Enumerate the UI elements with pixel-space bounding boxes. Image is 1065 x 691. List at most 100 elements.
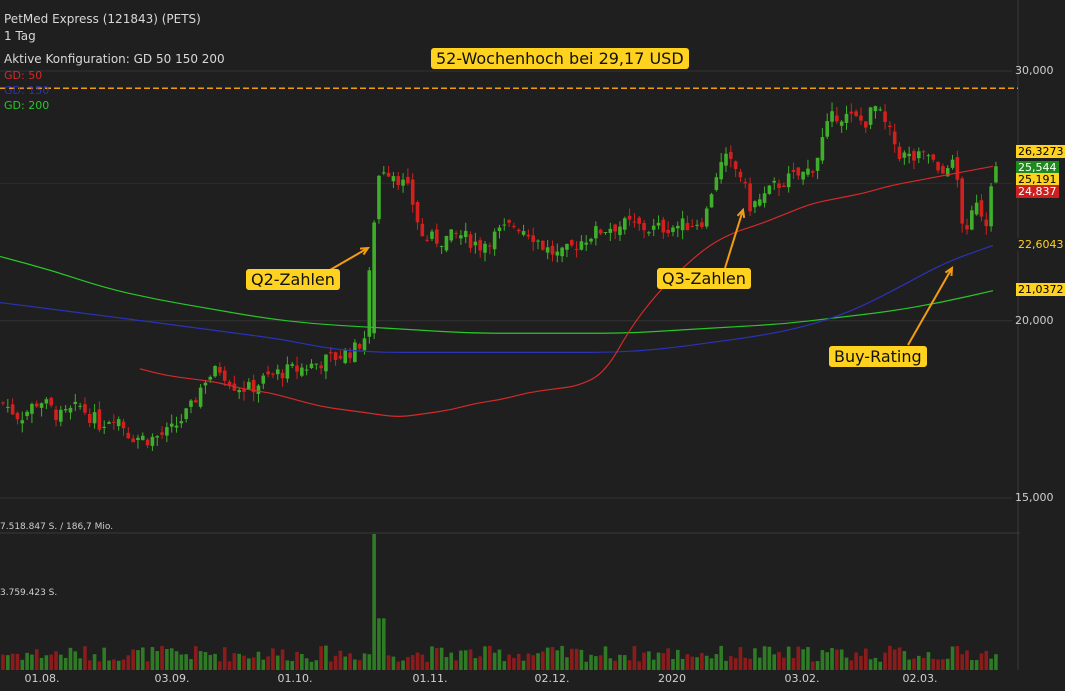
candle-body [565,243,569,250]
volume-bar [145,661,150,670]
candle-body [642,223,646,231]
volume-bar [338,650,343,670]
candle-body [555,251,560,256]
candle-body [198,387,203,407]
annotation-q2: Q2-Zahlen [246,269,340,290]
candle-body [690,226,695,228]
volume-bar [743,657,748,670]
candle-body [251,379,256,393]
volume-max-label: 7.518.847 S. / 186,7 Mio. [0,522,114,532]
volume-bar [950,646,955,670]
volume-bar [275,655,280,670]
volume-bar [516,653,521,670]
volume-bar [203,652,208,670]
volume-bar [676,649,680,670]
volume-bar [377,618,381,670]
candle-body [984,219,989,227]
volume-bar [497,649,502,670]
volume-bar [651,659,656,670]
candle-body [386,172,391,177]
x-tick: 01.10. [277,672,313,685]
candle-body [377,175,381,220]
candle-body [285,364,290,379]
volume-bar [357,660,362,670]
legend-gd50: GD: 50 [4,69,43,82]
volume-bar [680,658,685,670]
volume-bar [309,661,314,670]
candle-body [806,168,810,175]
volume-bar [10,653,15,670]
candle-body [25,411,29,417]
candle-body [449,229,454,241]
volume-bar [92,654,97,670]
volume-bar [729,656,733,670]
candle-body [203,382,208,386]
volume-bar [459,650,463,670]
candle-body [835,115,839,122]
candle-body [748,183,752,212]
candle-body [989,186,993,227]
candle-body [632,221,637,223]
candle-body [516,229,521,232]
volume-bar [507,654,511,670]
volume-bar [565,657,569,670]
volume-bar [372,534,376,670]
volume-bar [242,655,246,670]
candle-body [415,201,420,223]
x-tick: 2020 [658,672,686,685]
volume-bar [902,651,907,670]
candle-body [931,154,936,160]
volume-bar [430,646,434,670]
candle-body [579,241,584,250]
volume-bar [218,661,222,670]
y-tick-15: 15,000 [1015,491,1054,504]
candle-body [179,421,184,424]
candle-body [753,201,757,208]
candle-body [97,409,102,430]
candle-body [39,403,44,408]
chart-title: PetMed Express (121843) (PETS) [4,12,201,26]
candle-body [521,231,526,235]
candle-body [902,152,907,158]
volume-bar [348,653,352,670]
candle-body [724,153,728,166]
x-tick: 03.09. [154,672,190,685]
candle-body [936,161,940,171]
volume-bar [271,648,275,670]
volume-bar [719,645,723,670]
volume-bar [762,646,767,670]
candle-body [275,369,280,375]
volume-bar [449,652,454,670]
annotation-q3: Q3-Zahlen [657,268,751,289]
volume-bar [488,645,492,670]
volume-bar [695,657,699,670]
candle-body [647,232,651,234]
volume-bar [550,647,555,670]
x-tick: 02.03. [902,672,938,685]
price-tag: 24,837 [1016,185,1059,198]
volume-bar [878,661,883,670]
candle-body [598,229,603,234]
candle-body [685,222,690,231]
candle-body [849,111,854,114]
candle-body [979,200,984,217]
volume-bar [767,646,772,670]
candle-body [820,137,825,161]
candle-body [304,369,309,371]
volume-bar [213,653,217,670]
candle-body [531,235,535,242]
candle-body [888,125,892,128]
candle-body [603,232,608,234]
candle-body [338,355,343,359]
price-tag: 21,0372 [1016,283,1065,296]
candle-body [608,228,613,233]
candle-body [892,131,897,145]
volume-bar [584,661,589,670]
candle-body [743,181,748,184]
volume-bar [647,651,651,670]
volume-bar [184,654,188,670]
candle-body [59,409,63,422]
volume-bar [54,651,58,670]
candle-body [661,219,666,233]
ma-150-line [0,244,994,353]
